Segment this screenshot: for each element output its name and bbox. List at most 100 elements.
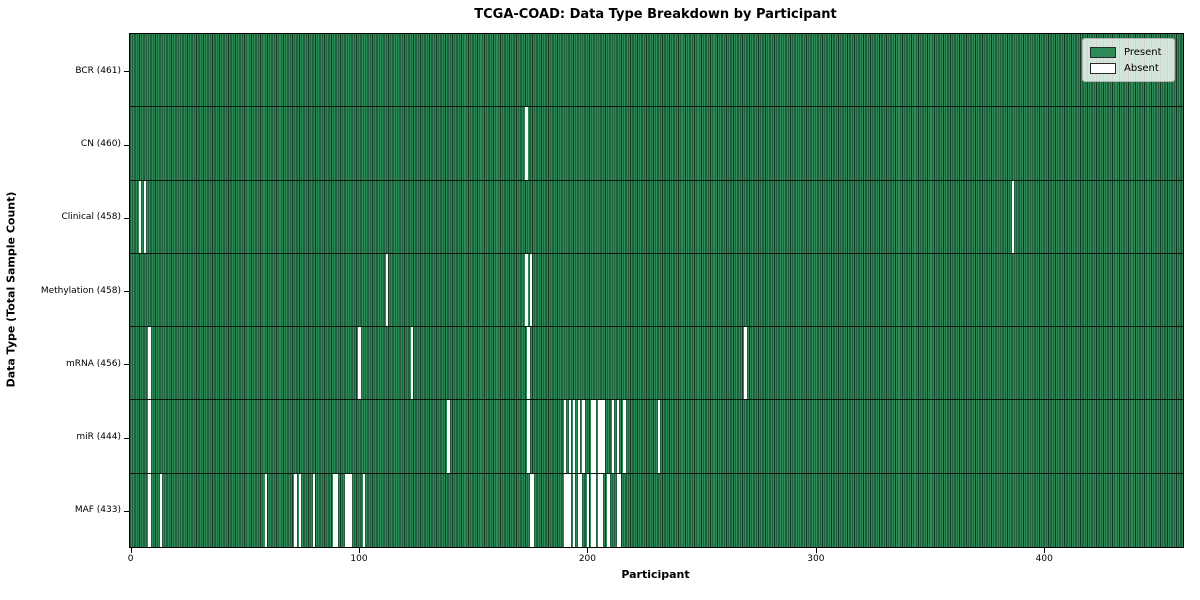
absent-marker — [586, 473, 590, 547]
absent-marker — [344, 473, 348, 547]
x-tick-label: 400 — [1035, 554, 1053, 564]
absent-marker — [577, 400, 581, 473]
absent-marker — [312, 473, 316, 547]
x-tick-label: 300 — [807, 554, 825, 564]
absent-marker — [579, 473, 583, 547]
absent-marker — [346, 473, 350, 547]
absent-marker — [598, 473, 601, 547]
absent-marker — [410, 327, 414, 400]
absent-marker — [563, 473, 567, 547]
absent-marker — [527, 400, 530, 473]
absent-marker — [362, 473, 366, 547]
x-tick — [1044, 548, 1046, 553]
y-tick-label: BCR (461) — [75, 65, 121, 76]
present-swatch-icon — [1090, 46, 1116, 58]
absent-swatch-icon — [1090, 62, 1116, 74]
x-tick-label: 0 — [127, 554, 134, 564]
absent-marker — [600, 473, 603, 547]
absent-marker — [447, 400, 450, 473]
absent-marker — [299, 473, 302, 547]
absent-marker — [568, 400, 571, 473]
absent-marker — [616, 473, 619, 547]
y-tick — [124, 291, 129, 293]
absent-marker — [600, 400, 603, 473]
absent-marker — [527, 327, 530, 400]
legend: Present Absent — [1082, 38, 1175, 82]
absent-marker — [623, 400, 626, 473]
y-tick — [124, 71, 129, 73]
absent-marker — [358, 327, 361, 400]
absent-marker — [385, 253, 389, 327]
heatmap-row-bcr — [130, 34, 1183, 108]
y-tick-label: MAF (433) — [74, 505, 121, 516]
heatmap-row-mir — [130, 400, 1183, 474]
absent-marker — [349, 473, 352, 547]
absent-marker — [148, 327, 151, 400]
y-tick-label: CN (460) — [80, 139, 121, 150]
y-tick — [124, 144, 129, 146]
y-axis-label: Data Type (Total Sample Count) — [4, 191, 18, 388]
x-tick-label: 200 — [578, 554, 597, 564]
y-tick-label: mRNA (456) — [66, 358, 121, 369]
absent-marker — [573, 400, 576, 473]
absent-marker — [1011, 180, 1015, 253]
absent-marker — [529, 473, 533, 547]
absent-marker — [525, 253, 528, 327]
legend-label-absent: Absent — [1124, 62, 1159, 74]
legend-item-absent: Absent — [1090, 60, 1167, 76]
chart-title: TCGA-COAD: Data Type Breakdown by Partic… — [474, 7, 837, 22]
x-tick — [587, 548, 589, 553]
absent-marker — [294, 473, 297, 547]
absent-marker — [593, 473, 597, 547]
absent-marker — [602, 400, 606, 473]
absent-marker — [618, 473, 622, 547]
legend-label-present: Present — [1124, 46, 1162, 58]
x-tick-label: 100 — [350, 554, 368, 564]
heatmap-row-cn — [130, 107, 1183, 181]
absent-marker — [598, 400, 601, 473]
heatmap-row-clinical — [130, 180, 1183, 254]
absent-marker — [566, 473, 569, 547]
absent-marker — [148, 473, 151, 547]
absent-marker — [563, 400, 567, 473]
absent-marker — [591, 400, 594, 473]
heatmap-row-mrna — [130, 327, 1183, 401]
absent-marker — [525, 107, 528, 180]
absent-marker — [532, 473, 535, 547]
absent-marker — [333, 473, 336, 547]
absent-marker — [143, 180, 147, 253]
legend-item-present: Present — [1090, 44, 1167, 60]
absent-marker — [616, 400, 619, 473]
heatmap-row-maf — [130, 473, 1183, 547]
y-tick — [124, 217, 129, 219]
x-tick — [359, 548, 361, 553]
absent-marker — [607, 473, 610, 547]
absent-marker — [582, 400, 585, 473]
plot-area — [129, 33, 1184, 548]
absent-marker — [611, 400, 615, 473]
absent-marker — [159, 473, 163, 547]
absent-marker — [591, 473, 594, 547]
heatmap-row-methylation — [130, 253, 1183, 328]
absent-marker — [573, 473, 576, 547]
y-tick — [124, 437, 129, 439]
absent-marker — [577, 473, 581, 547]
absent-marker — [568, 473, 571, 547]
absent-marker — [139, 180, 142, 253]
absent-marker — [264, 473, 268, 547]
absent-marker — [657, 400, 660, 473]
y-tick-label: Methylation (458) — [40, 285, 121, 296]
y-tick — [124, 510, 129, 512]
absent-marker — [529, 253, 533, 327]
x-axis-label: Participant — [621, 568, 690, 581]
absent-marker — [335, 473, 338, 547]
absent-marker — [744, 327, 747, 400]
x-tick — [815, 548, 817, 553]
y-tick-label: miR (444) — [76, 432, 121, 443]
y-tick-label: Clinical (458) — [61, 212, 121, 223]
x-tick — [130, 548, 132, 553]
absent-marker — [593, 400, 597, 473]
y-tick — [124, 364, 129, 366]
absent-marker — [148, 400, 151, 473]
